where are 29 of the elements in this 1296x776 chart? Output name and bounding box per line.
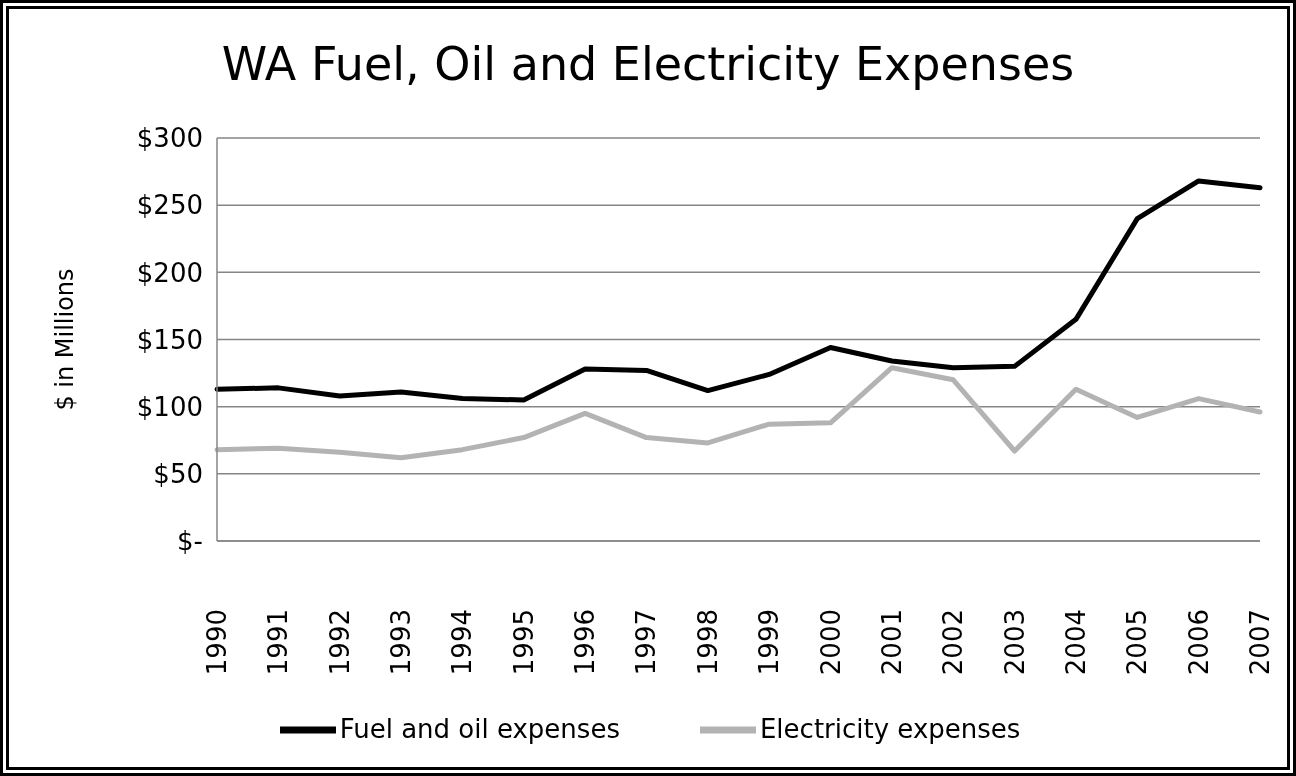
x-tick-label: 1992: [324, 609, 355, 676]
x-tick-label: 2005: [1122, 609, 1153, 676]
x-tick-label: 1994: [447, 609, 478, 676]
x-tick-label: 2000: [815, 609, 846, 676]
y-tick-label: $-: [177, 526, 203, 557]
x-tick-label: 2003: [999, 609, 1030, 676]
y-tick-label: $200: [136, 257, 203, 288]
x-tick-label: 1991: [263, 609, 294, 676]
x-tick-label: 1999: [754, 609, 785, 676]
x-tick-label: 1990: [202, 609, 232, 676]
x-tick-label: 2004: [1060, 609, 1091, 676]
x-tick-label: 1995: [508, 609, 539, 676]
x-tick-label: 2001: [876, 609, 907, 676]
y-tick-label: $100: [136, 391, 203, 422]
x-tick-label: 2007: [1245, 609, 1275, 676]
x-tick-label: 1997: [631, 609, 662, 676]
chart-title: WA Fuel, Oil and Electricity Expenses: [220, 36, 1076, 93]
x-tick-label: 1998: [692, 609, 723, 676]
x-tick-label: 1996: [570, 609, 601, 676]
y-tick-label: $50: [153, 459, 203, 490]
y-axis-title: $ in Millions: [50, 268, 79, 411]
x-tick-label: 1993: [386, 609, 417, 676]
x-tick-label: 2006: [1183, 609, 1214, 676]
legend-label: Fuel and oil expenses: [339, 713, 620, 744]
y-tick-label: $250: [136, 190, 203, 221]
y-tick-label: $300: [136, 123, 203, 154]
legend-label: Electricity expenses: [759, 713, 1021, 744]
y-tick-label: $150: [136, 324, 203, 355]
x-tick-label: 2002: [938, 609, 969, 676]
